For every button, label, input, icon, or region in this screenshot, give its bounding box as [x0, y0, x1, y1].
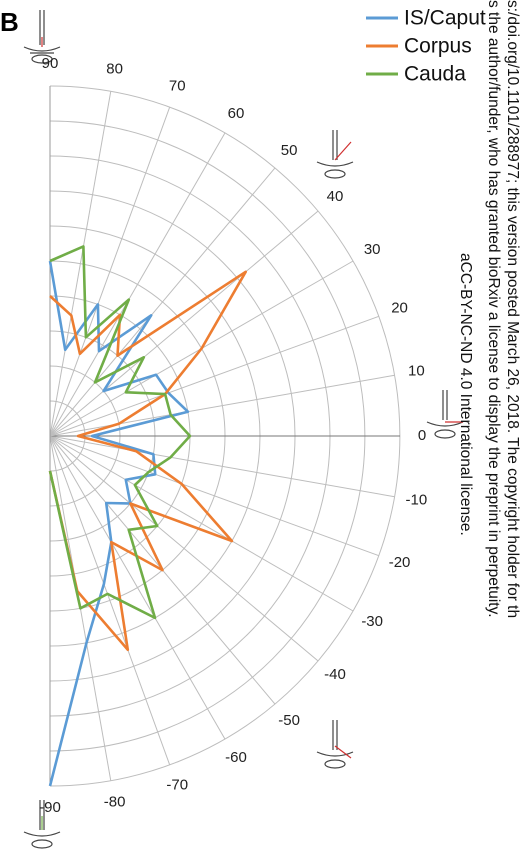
legend-label: IS/Caput — [404, 7, 486, 30]
angle-tick-label: -80 — [104, 793, 126, 810]
panel-label: B — [0, 7, 19, 37]
angle-tick-label: 0 — [418, 427, 426, 444]
icon — [317, 130, 353, 178]
icon — [317, 720, 353, 768]
angle-tick-label: 70 — [169, 77, 186, 94]
angle-tick-label: -50 — [278, 712, 300, 729]
angle-tick-label: 10 — [408, 362, 425, 379]
angle-tick-label: 60 — [228, 105, 245, 122]
watermark-line: s:/doi.org/10.1101/288977; this version … — [504, 0, 521, 618]
angle-tick-label: 20 — [391, 300, 408, 317]
angle-tick-label: -70 — [166, 777, 188, 794]
angle-tick-label: -60 — [225, 749, 247, 766]
angle-tick-label: 30 — [364, 241, 381, 258]
angle-tick-label: -20 — [389, 554, 411, 571]
legend-label: Cauda — [404, 63, 466, 86]
angle-tick-label: -40 — [324, 666, 346, 683]
chart: B -90 -80 -70 -60 -50 -40 -30 -20 -10 0 10 20 30 40 50… — [0, 0, 529, 852]
watermark-line: aCC-BY-NC-ND 4.0 International license. — [457, 253, 474, 536]
legend-label: Corpus — [404, 35, 472, 58]
angle-tick-label: -10 — [406, 492, 428, 509]
angle-tick-label: -90 — [39, 799, 61, 816]
angle-tick-label: 90 — [42, 55, 59, 72]
angle-tick-label: 40 — [327, 188, 344, 205]
angle-tick-label: -30 — [361, 613, 383, 630]
angle-tick-label: 80 — [106, 61, 123, 78]
angle-tick-label: 50 — [281, 142, 298, 159]
page: B -90 -80 -70 -60 -50 -40 -30 -20 -10 0 10 20 30 40 50… — [0, 0, 529, 852]
grid-spoke — [50, 211, 318, 436]
watermark-line: s the author/funder, who has granted bio… — [485, 0, 502, 618]
